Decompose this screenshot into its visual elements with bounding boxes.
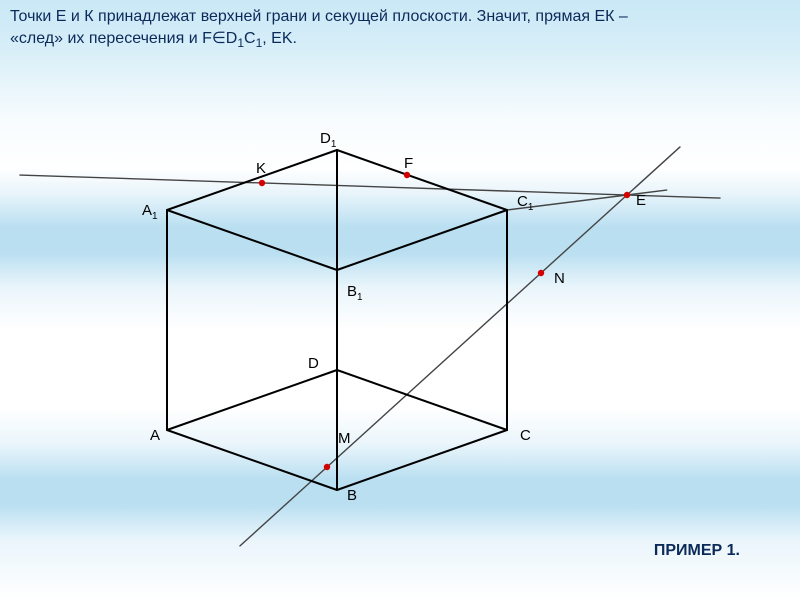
label-D: D bbox=[308, 355, 319, 372]
edge-D-A bbox=[167, 370, 337, 430]
label-F: F bbox=[404, 155, 413, 172]
label-M: M bbox=[338, 430, 351, 447]
label-B: B bbox=[347, 487, 357, 504]
line-ek bbox=[20, 175, 720, 198]
example-label: ПРИМЕР 1. bbox=[654, 542, 740, 560]
line-enm bbox=[240, 147, 680, 546]
edge-C1-D1 bbox=[337, 150, 507, 210]
edge-B1-C1 bbox=[337, 210, 507, 270]
point-K bbox=[259, 180, 265, 186]
edge-D1-A1 bbox=[167, 150, 337, 210]
edge-A-B bbox=[167, 430, 337, 490]
label-A: A bbox=[150, 427, 160, 444]
points-group bbox=[259, 172, 630, 470]
label-B1: B1 bbox=[347, 283, 363, 303]
page-root: { "caption": { "line1_prefix": "Точки Е … bbox=[0, 0, 800, 600]
edge-B-C bbox=[337, 430, 507, 490]
label-C1: C1 bbox=[517, 193, 534, 213]
label-D1: D1 bbox=[320, 130, 337, 150]
aux-lines-group bbox=[20, 147, 720, 546]
cube-lines-group bbox=[167, 150, 507, 490]
label-K: K bbox=[256, 160, 266, 177]
point-N bbox=[538, 270, 544, 276]
diagram-svg: A B C D A1 B1 C1 D1 K F E N M bbox=[0, 0, 800, 600]
point-F bbox=[404, 172, 410, 178]
label-A1: A1 bbox=[142, 202, 158, 222]
label-E: E bbox=[636, 192, 646, 209]
label-C: C bbox=[520, 427, 531, 444]
label-N: N bbox=[554, 270, 565, 287]
edge-A1-B1 bbox=[167, 210, 337, 270]
edge-C-D bbox=[337, 370, 507, 430]
point-M bbox=[324, 464, 330, 470]
point-E bbox=[624, 192, 630, 198]
